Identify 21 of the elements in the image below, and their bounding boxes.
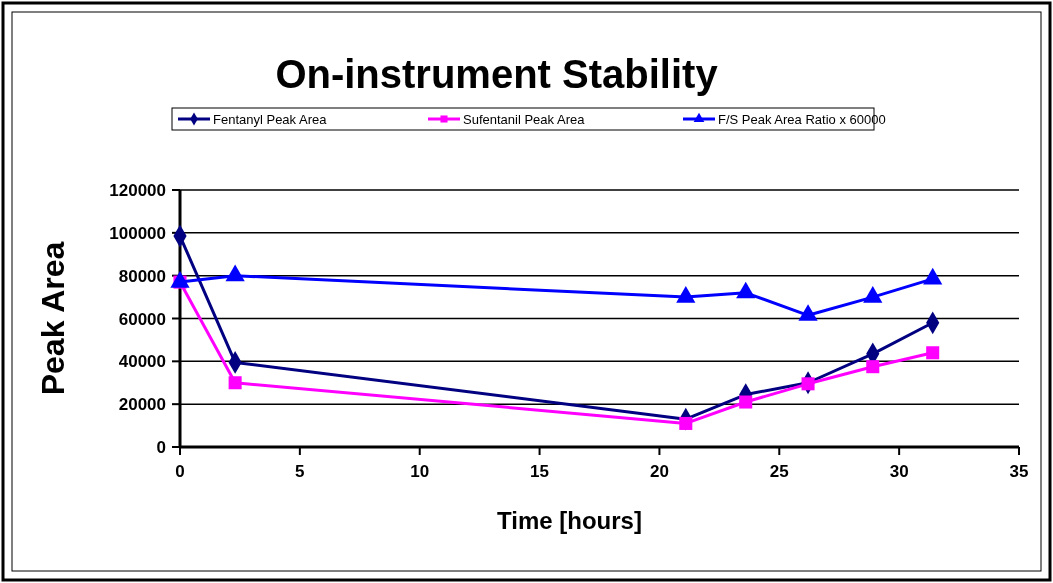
x-tick-label: 10 <box>410 462 430 481</box>
x-tick-label: 5 <box>295 462 305 481</box>
y-tick-label: 40000 <box>118 352 166 372</box>
x-tick-label: 20 <box>649 462 669 481</box>
legend-label: Fentanyl Peak Area <box>213 112 328 127</box>
y-tick-label: 100000 <box>109 223 166 243</box>
x-tick-label: 30 <box>889 462 909 481</box>
legend-label: Sufentanil Peak Area <box>463 112 586 127</box>
x-tick-label: 35 <box>1009 462 1029 481</box>
y-axis-title: Peak Area <box>35 241 71 396</box>
y-tick-label: 80000 <box>118 266 166 286</box>
y-tick-label: 60000 <box>118 309 166 329</box>
y-tick-label: 0 <box>156 438 166 457</box>
x-tick-label: 15 <box>530 462 550 481</box>
x-tick-label: 0 <box>175 462 185 481</box>
y-tick-label: 120000 <box>109 181 166 200</box>
legend-label: F/S Peak Area Ratio x 60000 <box>718 112 886 127</box>
y-tick-label: 20000 <box>118 395 166 415</box>
x-axis-title: Time [hours] <box>497 507 642 534</box>
chart-title: On-instrument Stability <box>275 52 719 96</box>
x-tick-label: 25 <box>769 462 789 481</box>
